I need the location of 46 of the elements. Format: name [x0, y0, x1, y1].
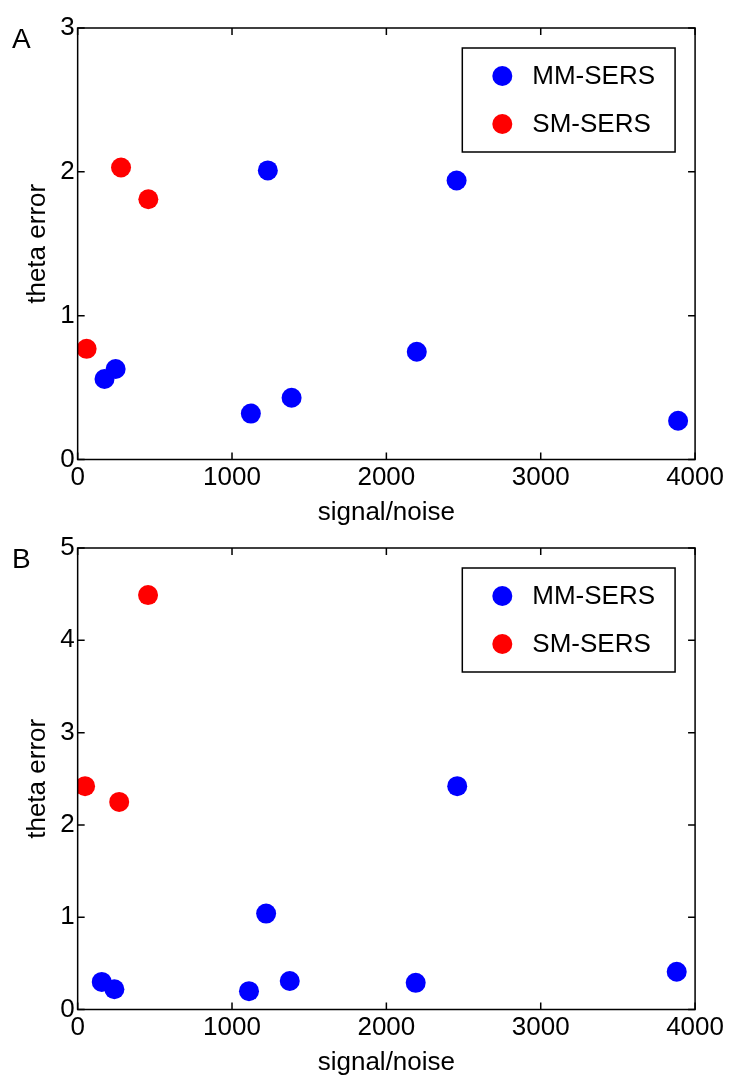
x-axis-title: signal/noise — [317, 1045, 456, 1076]
x-tick-label: 1000 — [203, 461, 261, 492]
point — [77, 338, 97, 359]
point — [666, 961, 687, 982]
point — [138, 189, 159, 210]
legend-label: SM-SERS — [532, 628, 651, 659]
point — [279, 970, 300, 991]
text: A — [12, 22, 31, 54]
y-tick-label: 3 — [60, 715, 75, 746]
x-tick-label: 2000 — [357, 461, 416, 492]
text: B — [12, 542, 31, 574]
point — [138, 585, 159, 606]
y-tick-label: 5 — [60, 531, 75, 562]
y-axis-title: theta error — [20, 183, 51, 304]
point — [406, 341, 427, 362]
y-tick-label: 2 — [60, 808, 75, 839]
x-tick-label: 1000 — [203, 1011, 261, 1042]
x-tick-label: 3000 — [511, 1011, 570, 1042]
point — [256, 903, 277, 924]
point — [405, 972, 426, 993]
y-axis-title: theta error — [20, 718, 51, 839]
point — [104, 979, 125, 1000]
point — [257, 160, 278, 181]
point — [447, 776, 468, 797]
legend-label: SM-SERS — [532, 108, 651, 139]
point — [446, 170, 467, 191]
point — [668, 410, 689, 431]
point — [105, 358, 126, 379]
y-tick-label: 2 — [60, 155, 75, 186]
x-tick-label: 4000 — [666, 461, 724, 492]
x-tick-label: 4000 — [666, 1011, 724, 1042]
y-tick-label: 1 — [60, 298, 75, 329]
y-tick-label: 4 — [60, 623, 75, 654]
legend-label: MM-SERS — [532, 580, 656, 611]
point — [111, 157, 132, 178]
point — [109, 791, 130, 812]
y-tick-label: 3 — [60, 11, 75, 42]
x-tick-label: 3000 — [511, 461, 570, 492]
point — [240, 403, 261, 424]
x-axis-title: signal/noise — [317, 495, 456, 526]
y-tick-label: 1 — [60, 900, 75, 931]
x-tick-label: 2000 — [357, 1011, 416, 1042]
point — [238, 981, 259, 1002]
point — [281, 387, 302, 408]
legend-label: MM-SERS — [532, 60, 656, 91]
point — [77, 776, 96, 797]
